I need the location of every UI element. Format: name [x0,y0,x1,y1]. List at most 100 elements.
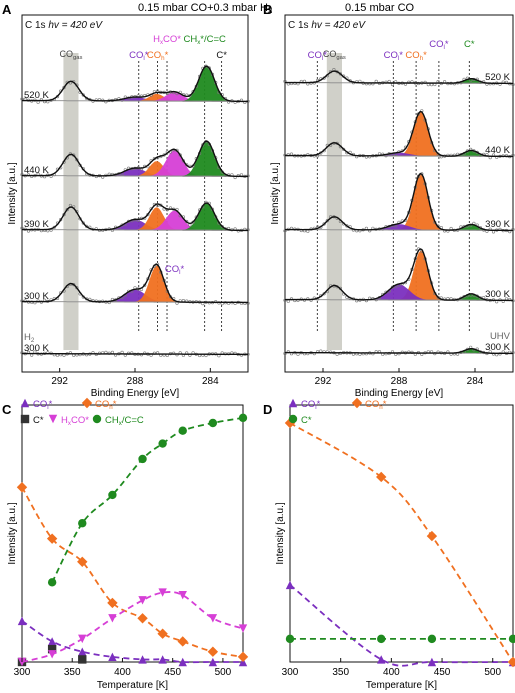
legend-label-C-1: COh* [95,399,117,411]
peak-C-B-0 [285,78,513,84]
peak-label-A-3: CHx*/C=C [183,34,226,46]
fit-curve-C-3 [21,591,244,663]
legend-marker-C-0 [20,398,30,408]
legend-label-C-4-suffix: /C=C [122,415,144,426]
legend-label-C-2-main: C* [33,415,44,426]
region-label: C 1s [25,20,48,31]
peak-label-B-1-suffix: * [399,50,403,61]
peak-C-B-4 [285,348,513,354]
x-axis-label-C: Temperature [K] [97,680,168,691]
series-label-A-2: 390 K [24,219,49,230]
band-label-B: COgas [323,49,346,61]
peak-label-B-3-sub: l [443,44,444,51]
peak-label-B-3: COl* [429,39,449,51]
background-B-1 [285,155,513,157]
marker-C-2-1 [47,644,57,654]
series-prefix-A-4-main: H [24,332,31,343]
fit-curve-D-0 [289,584,514,667]
x-tick-label-D-1: 350 [332,667,349,678]
marker-D-2-1 [377,634,386,644]
marker-D-2-2 [427,634,437,644]
peak-label-A-1: COh* [147,50,169,62]
peak-label-B-0-sub: l [322,55,323,62]
peak-label-A-2-sub: x [160,39,164,46]
background-A-1 [22,175,248,177]
marker-C-0-2 [78,647,87,656]
marker-C-4-4 [158,439,167,448]
fit-envelope-A-4 [22,352,248,356]
legend-label-D-1-suffix: * [383,399,387,410]
marker-C-3-2 [78,634,87,644]
fit-envelope-B-1 [285,110,513,158]
peak-label-A-1-main: CO [147,50,161,61]
peak-label-B-4-main: C* [464,39,475,50]
legend-label-C-1-suffix: * [113,399,117,410]
marker-D-2-0 [285,634,295,644]
legend-label-C-4: CHx/C=C [105,415,144,427]
marker-C-1-4 [137,613,148,624]
kinetics-frame-D [289,404,514,663]
panel-d-kinetics: 300 350 400 450 500 Temperature [K] Intensity … [275,397,515,691]
marker-C-1-8 [237,651,249,663]
fit-envelope-A-0 [22,65,248,103]
peak-label-A-0: COl* [129,50,149,62]
peak-COl-A-2 [22,219,248,231]
x-axis-label-D: Temperature [K] [366,680,437,691]
peak-label-A-5-main: CO [165,264,179,275]
marker-C-0-0 [17,616,27,626]
background-A-2 [22,229,248,231]
series-prefix-B-4-main: UHV [490,331,511,342]
panel-c-kinetics: 300 350 400 450 500 Temperature [K] Intensity … [7,397,249,691]
marker-D-1-3 [507,656,515,668]
region-label: C 1s [288,20,311,31]
peak-label-B-4: C* [464,39,475,50]
marker-D-0-1 [377,655,386,664]
x-tick-label-D-3: 450 [434,667,451,678]
data-point-A-2-28 [65,208,69,212]
marker-C-2-2 [78,655,87,664]
marker-C-0-3 [108,652,117,662]
band-label-B-main: CO [323,49,337,59]
marker-C-1-6 [177,636,188,647]
peak-label-A-1-sub: h [161,55,165,62]
data-point-B-2-26 [325,219,329,223]
marker-C-0-5 [158,655,167,664]
peak-label-B-3-main: CO [429,39,443,50]
peak-CHx-A-1 [22,141,248,177]
peak-label-A-4-main: C* [216,50,227,61]
panel-a-header-sub: 2 [268,6,273,15]
y-axis-label-B: Intensity [a.u.] [270,162,281,224]
peak-label-B-1: COl* [384,50,404,62]
fit-envelope-B-2 [285,172,513,232]
legend-label-C-2: C* [33,415,44,426]
fit-curve-C-4 [51,417,244,583]
x-axis-label-B: Binding Energy [eV] [355,388,444,399]
peak-label-A-4: C* [216,50,227,61]
marker-D-1-2 [426,530,438,542]
peak-label-A-5-sub: l [179,269,180,276]
fit-curve-D-1 [289,422,514,663]
legend-label-C-1-main: CO [95,399,109,410]
marker-C-1-7 [207,646,219,657]
peak-COl-A-3 [22,289,248,303]
legend-label-C-3-main: H [61,415,68,426]
background-A-0 [22,100,248,102]
marker-C-1-5 [157,628,168,639]
marker-C-0-1 [47,637,57,646]
marker-C-4-2 [108,490,117,500]
legend-marker-C-3 [48,414,58,424]
marker-C-3-6 [178,590,187,600]
fit-envelope-A-2 [22,202,248,232]
peak-label-B-0-main: CO [308,50,322,61]
series-label-A-4: 300 K [24,343,49,354]
legend-label-D-2: C* [301,415,312,426]
marker-C-1-1 [46,533,58,544]
peak-label-A-3-main: CH [183,34,197,45]
peak-label-A-3-sub: x [197,39,201,46]
x-tick-label-C-1: 350 [64,667,81,678]
legend-marker-D-0 [288,398,298,408]
peak-COh-B-1 [285,112,513,157]
peak-label-B-1-main: CO [384,50,398,61]
series-label-B-2: 390 K [485,219,510,230]
